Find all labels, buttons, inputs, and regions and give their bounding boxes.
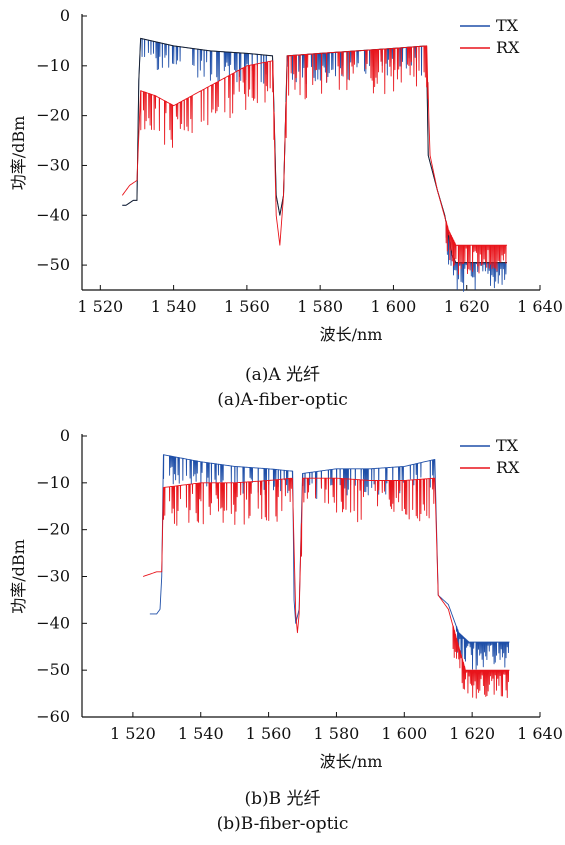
series-line-tx (149, 454, 510, 670)
chart-panel-a: 0 −10 −20 −30 −40 −50 1 520 1 540 1 560 1 580 1 60… (0, 0, 565, 420)
chart-b-svg: 0 −10 −20 −30 −40 −50 −60 1 520 1 540 1 560 1 580 1… (9, 426, 563, 771)
y-tick-label: −10 (36, 473, 70, 492)
x-tick-label: 1 640 (517, 297, 563, 316)
x-tick-label: 1 600 (381, 724, 427, 743)
x-tick-label: 1 560 (224, 297, 270, 316)
legend-label-rx: RX (496, 38, 520, 57)
y-tick-label: −20 (36, 106, 70, 125)
caption-a-en: (a)A-fiber-optic (217, 390, 348, 410)
x-tick-label: 1 560 (246, 724, 292, 743)
caption-b-en: (b)B-fiber-optic (216, 814, 349, 834)
y-axis-label: 功率/dBm (9, 116, 28, 191)
legend-label-tx: TX (496, 16, 519, 35)
y-tick-label: −40 (36, 205, 70, 224)
x-tick-label: 1 580 (297, 297, 343, 316)
x-tick-label: 1 620 (449, 724, 495, 743)
x-tick-label: 1 520 (110, 724, 156, 743)
y-tick-label: −50 (36, 660, 70, 679)
x-tick-label: 1 580 (314, 724, 360, 743)
chart-panel-b: 0 −10 −20 −30 −40 −50 −60 1 520 1 540 1 560 1 580 1… (0, 420, 565, 845)
y-tick-label: −60 (36, 707, 70, 726)
x-tick-label: 1 620 (444, 297, 490, 316)
legend-label-tx: TX (496, 436, 519, 455)
chart-a-svg: 0 −10 −20 −30 −40 −50 1 520 1 540 1 560 1 580 1 60… (9, 6, 563, 344)
y-axis-label: 功率/dBm (9, 539, 28, 614)
y-tick-label: −30 (36, 155, 70, 174)
series-line-rx (142, 477, 510, 699)
series-overlay-tx (122, 37, 508, 264)
caption-a-cn: (a)A 光纤 (244, 365, 321, 385)
y-tick-label: −30 (36, 567, 70, 586)
x-tick-label: 1 540 (151, 297, 197, 316)
legend-label-rx: RX (496, 458, 520, 477)
y-tick-label: −40 (36, 613, 70, 632)
x-tick-label: 1 640 (517, 724, 563, 743)
y-tick-label: −50 (36, 255, 70, 274)
y-tick-label: −10 (36, 56, 70, 75)
y-tick-label: 0 (60, 6, 70, 25)
y-tick-label: 0 (60, 426, 70, 445)
x-tick-label: 1 540 (178, 724, 224, 743)
caption-b-cn: (b)B 光纤 (244, 789, 321, 809)
x-axis-label: 波长/nm (320, 325, 383, 344)
x-axis-label: 波长/nm (320, 752, 383, 771)
x-tick-label: 1 600 (371, 297, 417, 316)
x-tick-label: 1 520 (77, 297, 123, 316)
y-tick-label: −20 (36, 520, 70, 539)
series-line-rx (121, 45, 508, 275)
